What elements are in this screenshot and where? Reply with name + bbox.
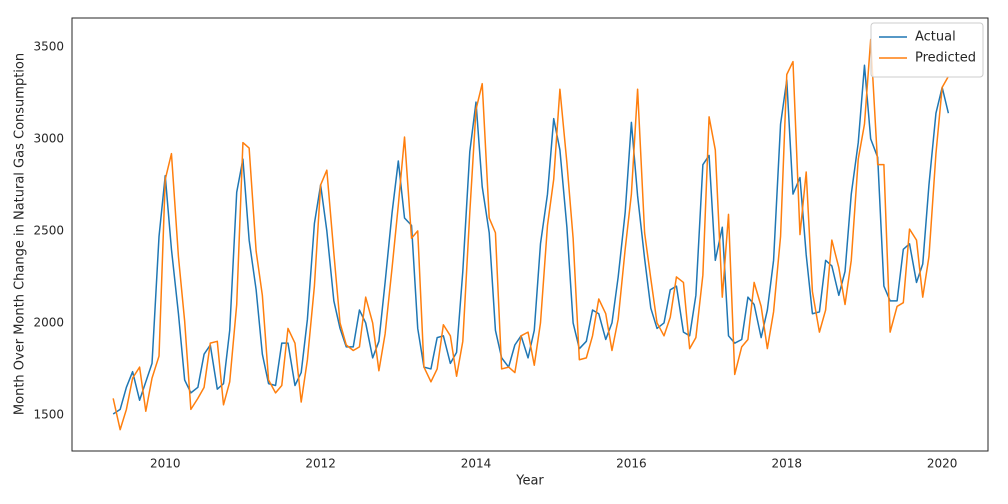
legend-label: Actual [915, 30, 956, 45]
y-tick-label: 1500 [33, 407, 64, 421]
y-tick-label: 2500 [33, 223, 64, 237]
y-axis-label: Month Over Month Change in Natural Gas C… [13, 53, 28, 415]
x-tick-label: 2020 [927, 457, 958, 471]
y-tick-label: 3000 [33, 131, 64, 145]
line-series [112, 38, 950, 431]
legend-label: Predicted [915, 51, 976, 66]
x-tick-label: 2014 [461, 457, 492, 471]
y-tick-label: 2000 [33, 315, 64, 329]
x-tick-label: 2010 [150, 457, 181, 471]
x-axis-label: Year [515, 474, 544, 489]
line-series [112, 64, 950, 415]
x-tick-label: 2018 [772, 457, 803, 471]
y-tick-label: 3500 [33, 39, 64, 53]
x-tick-label: 2012 [305, 457, 336, 471]
x-tick-label: 2016 [616, 457, 647, 471]
plot-frame [71, 17, 989, 452]
